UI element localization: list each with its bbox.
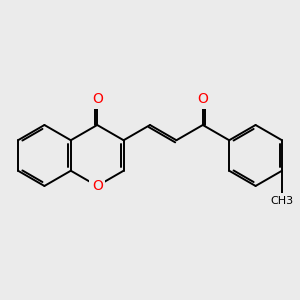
Text: O: O [197, 92, 208, 106]
Text: CH3: CH3 [270, 196, 293, 206]
Text: O: O [92, 92, 103, 106]
Text: O: O [92, 179, 103, 193]
